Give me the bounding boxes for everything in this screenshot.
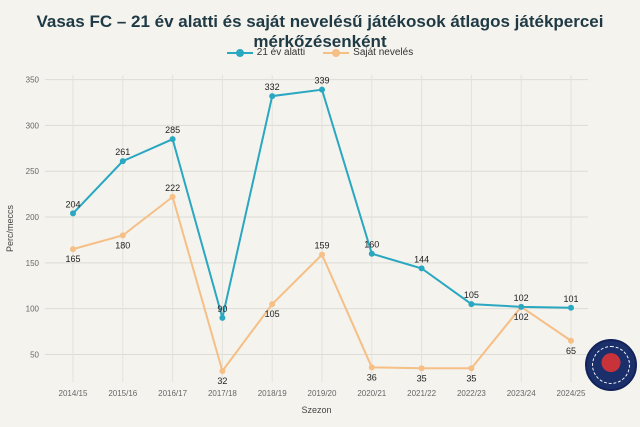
data-point	[269, 93, 276, 100]
y-tick-label: 200	[26, 213, 40, 222]
data-label: 90	[217, 304, 227, 314]
data-label: 105	[464, 290, 479, 300]
data-point	[468, 365, 475, 372]
data-label: 144	[414, 254, 429, 264]
x-tick-label: 2019/20	[308, 389, 337, 398]
data-point	[418, 265, 425, 272]
legend-item-u21[interactable]: 21 év alatti	[226, 47, 306, 58]
data-point	[319, 251, 325, 258]
data-label: 35	[466, 373, 476, 383]
x-tick-label: 2022/23	[457, 389, 486, 398]
data-point	[219, 368, 226, 375]
x-tick-label: 2024/25	[557, 389, 586, 398]
data-label: 65	[566, 346, 576, 356]
data-point	[119, 158, 126, 165]
data-label: 180	[115, 240, 130, 250]
y-tick-label: 50	[30, 351, 39, 360]
data-label: 102	[514, 312, 529, 322]
x-tick-label: 2017/18	[208, 389, 237, 398]
chart-title: Vasas FC – 21 év alatti és saját nevelés…	[36, 12, 604, 51]
data-point	[418, 365, 425, 372]
data-point	[169, 136, 176, 143]
legend-label-u21: 21 év alatti	[256, 47, 306, 58]
data-label: 101	[563, 294, 578, 304]
data-point	[269, 301, 276, 308]
data-label: 165	[65, 254, 80, 264]
data-label: 332	[265, 82, 280, 92]
data-label: 159	[314, 241, 329, 251]
data-labels: 204 261 285 90 332 339 160 144 105 102 101 165 180 22…	[65, 76, 578, 386]
x-tick-label: 2023/24	[507, 389, 536, 398]
x-axis-title: Szezon	[301, 405, 331, 415]
data-point	[568, 337, 574, 344]
data-label: 339	[314, 76, 329, 86]
y-tick-label: 100	[26, 305, 40, 314]
x-tick-label: 2014/15	[59, 389, 88, 398]
x-tick-label: 2021/22	[407, 389, 436, 398]
y-tick-label: 350	[26, 76, 40, 85]
data-point	[169, 193, 176, 200]
data-point	[368, 364, 375, 371]
data-point	[468, 301, 475, 308]
data-label: 32	[217, 376, 227, 386]
data-label: 285	[165, 125, 180, 135]
data-label: 35	[417, 373, 427, 383]
y-tick-label: 250	[26, 167, 40, 176]
data-label: 160	[364, 240, 379, 250]
ticks: 50 100 150 200 250 300 350 2014/15 2015/16 2016/1…	[26, 76, 586, 398]
data-point	[219, 314, 226, 321]
club-logo-icon	[585, 339, 637, 391]
grid	[45, 75, 588, 382]
data-point	[119, 232, 126, 239]
x-tick-label: 2015/16	[108, 389, 137, 398]
data-label: 222	[165, 183, 180, 193]
data-point	[70, 246, 76, 253]
data-label: 105	[265, 309, 280, 319]
y-axis-title: Perc/meccs	[5, 204, 15, 252]
legend-swatch-u21	[226, 48, 253, 58]
x-tick-label: 2016/17	[158, 389, 187, 398]
data-label: 102	[514, 293, 529, 303]
data-point	[70, 210, 76, 217]
data-point	[518, 303, 525, 310]
data-point	[319, 86, 325, 93]
y-tick-label: 150	[26, 259, 40, 268]
data-label: 36	[367, 372, 377, 382]
data-label: 261	[115, 147, 130, 157]
data-point	[568, 304, 574, 311]
data-point	[368, 250, 375, 257]
series-points	[70, 86, 574, 375]
legend-swatch-homegrown	[323, 48, 350, 58]
x-tick-label: 2018/19	[258, 389, 287, 398]
legend-item-homegrown[interactable]: Saját nevelés	[323, 47, 413, 58]
x-tick-label: 2020/21	[357, 389, 386, 398]
y-tick-label: 300	[26, 121, 40, 130]
data-label: 204	[65, 199, 80, 209]
legend: 21 év alatti Saját nevelés	[0, 47, 640, 58]
legend-label-homegrown: Saját nevelés	[353, 47, 414, 58]
